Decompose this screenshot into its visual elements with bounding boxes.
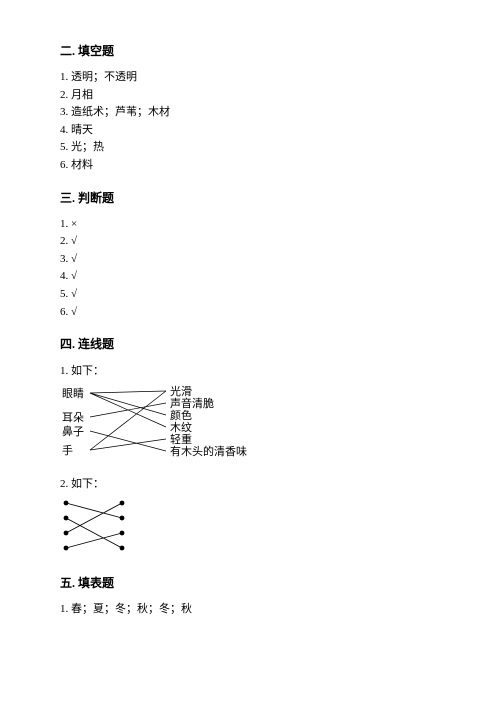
list-item: 6. 材料: [60, 157, 440, 175]
match-q2-label: 2. 如下：: [60, 475, 440, 491]
list-item: 5. √: [60, 286, 440, 304]
section-heading-judge: 三. 判断题: [60, 189, 440, 206]
svg-text:光滑: 光滑: [170, 384, 192, 398]
match-svg-1: 眼睛耳朵鼻子手 光滑声音清脆颜色木纹轻重有木头的清香味: [60, 384, 280, 462]
list-item: 2. √: [60, 233, 440, 251]
match-diagram-1: 眼睛耳朵鼻子手 光滑声音清脆颜色木纹轻重有木头的清香味: [60, 384, 440, 467]
list-item: 5. 光；热: [60, 139, 440, 157]
match-svg-2: [60, 497, 150, 555]
list-item: 2. 月相: [60, 87, 440, 105]
svg-text:木纹: 木纹: [170, 420, 192, 434]
svg-text:手: 手: [62, 443, 73, 457]
fill-item-list: 1. 透明；不透明 2. 月相 3. 造纸术；芦苇；木材 4. 晴天 5. 光；…: [60, 69, 440, 175]
match-q1-label: 1. 如下：: [60, 362, 440, 378]
list-item: 1. 透明；不透明: [60, 69, 440, 87]
svg-text:有木头的清香味: 有木头的清香味: [170, 444, 247, 458]
svg-text:声音清脆: 声音清脆: [170, 396, 214, 410]
list-item: 6. √: [60, 304, 440, 322]
table-item-list: 1. 春；夏；冬；秋；冬；秋: [60, 601, 440, 619]
list-item: 4. √: [60, 268, 440, 286]
svg-text:鼻子: 鼻子: [62, 424, 84, 438]
list-item: 1. 春；夏；冬；秋；冬；秋: [60, 601, 440, 619]
list-item: 1. ×: [60, 216, 440, 234]
section-heading-fill: 二. 填空题: [60, 42, 440, 59]
svg-text:颜色: 颜色: [170, 408, 192, 422]
svg-text:眼睛: 眼睛: [62, 387, 84, 400]
svg-text:轻重: 轻重: [170, 432, 192, 446]
list-item: 3. 造纸术；芦苇；木材: [60, 104, 440, 122]
list-item: 3. √: [60, 251, 440, 269]
section-heading-table: 五. 填表题: [60, 574, 440, 591]
judge-item-list: 1. × 2. √ 3. √ 4. √ 5. √ 6. √: [60, 216, 440, 322]
match-diagram-2: [60, 497, 440, 560]
svg-text:耳朵: 耳朵: [62, 411, 84, 424]
list-item: 4. 晴天: [60, 122, 440, 140]
section-heading-match: 四. 连线题: [60, 335, 440, 352]
